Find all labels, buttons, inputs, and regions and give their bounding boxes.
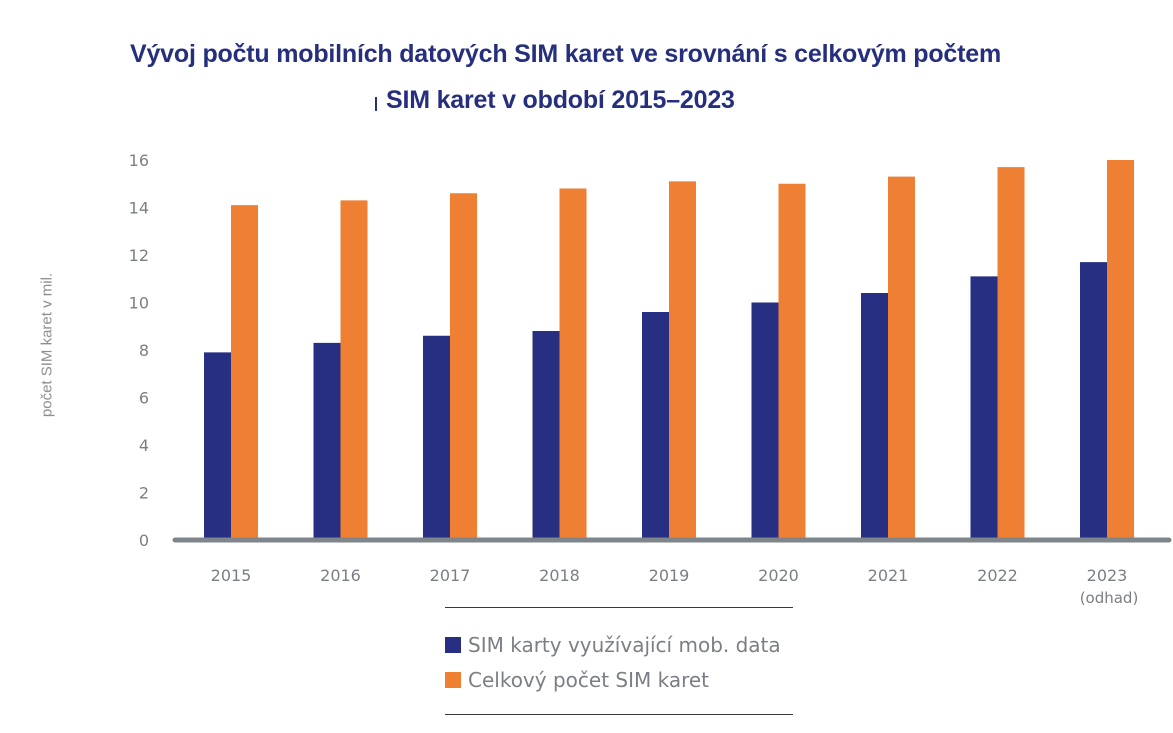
bar-mobile-data-2019: [642, 312, 669, 540]
x-tick-label: 2021: [868, 566, 909, 585]
y-tick-label: 2: [139, 484, 149, 503]
bars: [204, 160, 1134, 540]
y-tick-label: 0: [139, 531, 149, 550]
y-tick-label: 12: [129, 246, 149, 265]
bar-mobile-data-2017: [423, 335, 450, 540]
chart-title-line-2: SIM karet v období 2015–2023: [386, 86, 735, 114]
x-tick-label: 2015: [211, 566, 252, 585]
x-axis-ticks: 2015 2016 2017 2018 2019 2020 2021 2022 2023 (odh…: [211, 566, 1139, 607]
x-tick-label: 2016: [320, 566, 361, 585]
title-artifact-mark: [375, 97, 377, 111]
bar-mobile-data-2022: [970, 276, 998, 540]
x-tick-label: 2022: [977, 566, 1018, 585]
bar-total-2022: [997, 167, 1025, 540]
chart-title-line-1: Vývoj počtu mobilních datových SIM karet…: [130, 40, 1001, 68]
bar-total-2015: [231, 205, 258, 540]
legend-label: Celkový počet SIM karet: [468, 668, 710, 692]
bar-total-2020: [778, 183, 806, 540]
x-tick-sublabel: (odhad): [1080, 589, 1139, 607]
legend: SIM karty využívající mob. data Celkový …: [445, 607, 793, 715]
legend-swatch-blue: [445, 637, 461, 653]
y-tick-label: 6: [139, 389, 149, 408]
legend-swatch-orange: [445, 672, 461, 688]
bar-mobile-data-2018: [532, 331, 560, 540]
y-tick-label: 4: [139, 436, 149, 455]
y-axis-ticks: 0 2 4 6 8 10 12 14 16: [129, 151, 149, 550]
y-tick-label: 16: [129, 151, 149, 170]
x-tick-label: 2018: [539, 566, 580, 585]
bar-mobile-data-2021: [861, 293, 888, 540]
y-tick-label: 8: [139, 341, 149, 360]
bar-mobile-data-2016: [313, 342, 341, 540]
bar-total-2016: [340, 200, 368, 540]
legend-item-mobile-data: SIM karty využívající mob. data: [445, 633, 781, 657]
legend-label: SIM karty využívající mob. data: [468, 633, 781, 657]
bar-mobile-data-2015: [204, 352, 231, 540]
legend-item-total: Celkový počet SIM karet: [445, 668, 709, 692]
x-tick-label: 2020: [758, 566, 799, 585]
bar-total-2018: [559, 188, 587, 540]
x-tick-label: 2019: [649, 566, 690, 585]
bar-mobile-data-2020: [751, 302, 779, 540]
bar-mobile-data-2023: [1080, 262, 1107, 540]
x-tick-label: 2017: [430, 566, 471, 585]
bar-total-2017: [450, 193, 477, 540]
bar-total-2023: [1107, 160, 1134, 540]
x-tick-label: 2023: [1087, 566, 1128, 585]
y-tick-label: 14: [129, 199, 149, 218]
bar-total-2019: [669, 181, 696, 540]
bar-total-2021: [888, 176, 915, 540]
y-tick-label: 10: [129, 294, 149, 313]
